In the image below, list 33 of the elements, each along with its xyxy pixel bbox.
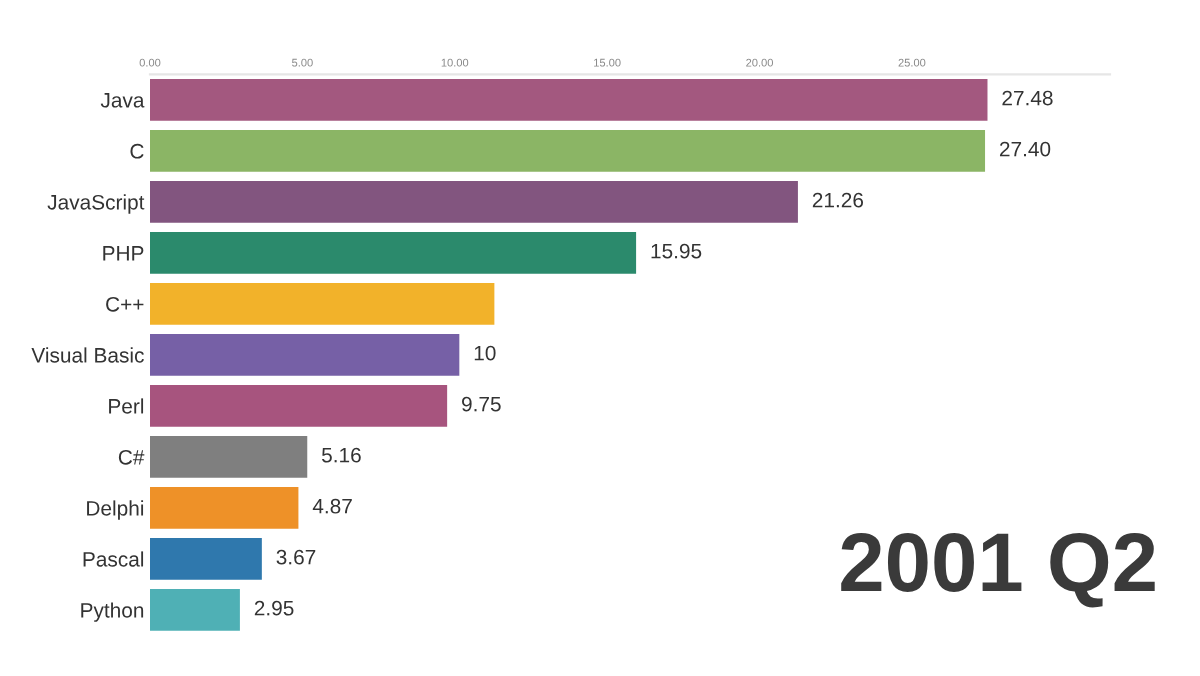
y-tick-label: Perl: [109, 398, 144, 414]
bar: [150, 538, 262, 580]
bar: [150, 180, 798, 223]
data-label: 10: [474, 345, 496, 361]
data-label: 27.40: [999, 141, 1051, 157]
bar: [150, 589, 240, 631]
data-label: 15.95: [651, 243, 702, 259]
y-tick-label: Visual Basic: [31, 347, 144, 363]
bar: [150, 487, 299, 529]
y-tick-label: C#: [118, 449, 145, 465]
bar: [150, 282, 495, 325]
y-tick-label: C: [130, 143, 144, 159]
data-label: 21.26: [812, 192, 864, 208]
bar: [150, 333, 460, 376]
y-tick-label: PHP: [103, 246, 144, 261]
annotation: 2001 Q2: [841, 532, 1155, 608]
y-tick-label: Pascal: [83, 551, 144, 567]
y-tick-label: JavaScript: [47, 194, 145, 214]
data-label: 4.87: [312, 498, 352, 514]
data-label: 9.75: [462, 396, 501, 412]
y-tick-label: Delphi: [87, 500, 144, 520]
data-label: 2.95: [254, 600, 294, 616]
y-tick-label: Python: [81, 602, 144, 622]
y-tick-label: C++: [106, 296, 144, 312]
data-label: 5.16: [321, 447, 361, 463]
bar: [150, 436, 308, 478]
bar: [150, 231, 637, 274]
bar: [150, 129, 986, 172]
bar: [150, 384, 448, 427]
y-tick-label: Java: [100, 93, 145, 108]
bar: [150, 78, 988, 121]
data-label: 3.67: [276, 549, 316, 565]
data-label: 27.48: [1002, 90, 1053, 106]
